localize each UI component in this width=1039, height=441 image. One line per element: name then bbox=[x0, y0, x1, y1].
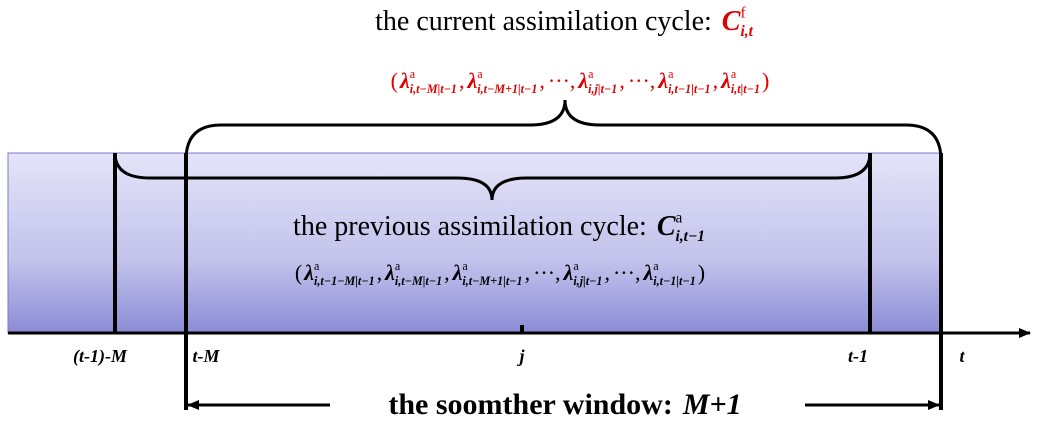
separator: , bbox=[713, 68, 719, 93]
separator: , bbox=[525, 260, 531, 285]
ellipsis: ··· bbox=[628, 68, 650, 93]
separator: , bbox=[539, 68, 545, 93]
paren: ( bbox=[295, 260, 302, 285]
axis-label: t bbox=[959, 346, 965, 366]
math-base: λ bbox=[720, 68, 731, 93]
math-base: C bbox=[722, 6, 741, 37]
window-band bbox=[7, 152, 941, 334]
axis-label: j bbox=[516, 346, 525, 366]
separator: , bbox=[444, 260, 450, 285]
separator: , bbox=[555, 260, 561, 285]
separator: , bbox=[650, 68, 656, 93]
math-sub: i,j|t−1 bbox=[573, 274, 602, 288]
math-sup: a bbox=[314, 259, 320, 273]
math-sup: a bbox=[573, 259, 579, 273]
math-base: λ bbox=[642, 260, 653, 285]
math-sub: i,t−1−M|t−1 bbox=[314, 274, 375, 288]
math-sub: i,t−M|t−1 bbox=[395, 274, 442, 288]
window-label: the soomther window: bbox=[388, 388, 672, 421]
math-sub: i,j|t−1 bbox=[588, 82, 617, 96]
math-sub: i,t|t−1 bbox=[731, 82, 760, 96]
paren: ) bbox=[762, 68, 769, 93]
axis-label: t-1 bbox=[848, 346, 868, 366]
math-sup: a bbox=[668, 67, 674, 81]
math-sup: a bbox=[676, 209, 683, 226]
brace-previous bbox=[113, 152, 872, 201]
cycle-label: the current assimilation cycle: bbox=[375, 6, 712, 37]
math-sup: a bbox=[410, 67, 416, 81]
math-base: λ bbox=[303, 260, 314, 285]
math-sub: i,t−1|t−1 bbox=[653, 274, 696, 288]
math-sup: a bbox=[731, 67, 737, 81]
paren: ( bbox=[391, 68, 398, 93]
separator: , bbox=[604, 260, 610, 285]
math-base: λ bbox=[577, 68, 588, 93]
math-sub: i,t bbox=[740, 23, 753, 40]
ellipsis: ··· bbox=[533, 260, 555, 285]
axis-label: t-M bbox=[193, 346, 221, 366]
math-sub: i,t−1|t−1 bbox=[668, 82, 711, 96]
ellipsis: ··· bbox=[613, 260, 635, 285]
math-base: λ bbox=[384, 260, 395, 285]
math-row: (λ ai,t−M|t−1, λ ai,t−M+1|t−1, ···, λ ai,j|t−1… bbox=[391, 67, 770, 96]
math-base: λ bbox=[466, 68, 477, 93]
math-base: λ bbox=[657, 68, 668, 93]
math-sup: a bbox=[395, 259, 401, 273]
math-base: C bbox=[657, 211, 676, 242]
math-sub: i,t−M|t−1 bbox=[410, 82, 457, 96]
math-row: (λ ai,t−1−M|t−1, λ ai,t−M|t−1, λ ai,t−M+1|t−1… bbox=[295, 259, 705, 288]
math-sub: i,t−M+1|t−1 bbox=[477, 82, 537, 96]
ellipsis: ··· bbox=[548, 68, 570, 93]
cycle-label: the previous assimilation cycle: bbox=[293, 211, 647, 242]
math-base: λ bbox=[452, 260, 463, 285]
axis-label: (t-1)-M bbox=[73, 346, 128, 367]
brace-current bbox=[184, 99, 943, 161]
window-text: the soomther window: M+1 bbox=[388, 388, 741, 421]
separator: , bbox=[459, 68, 465, 93]
math-sup: a bbox=[588, 67, 594, 81]
math-sub: i,t−M+1|t−1 bbox=[462, 274, 522, 288]
separator: , bbox=[619, 68, 625, 93]
separator: , bbox=[635, 260, 641, 285]
separator: , bbox=[377, 260, 383, 285]
math-base: λ bbox=[563, 260, 574, 285]
math-sup: f bbox=[740, 4, 746, 21]
math-sub: i,t−1 bbox=[676, 228, 705, 245]
math-sup: a bbox=[653, 259, 659, 273]
math-sup: a bbox=[462, 259, 468, 273]
window-size: M+1 bbox=[682, 388, 742, 421]
paren: ) bbox=[698, 260, 705, 285]
math-sup: a bbox=[477, 67, 483, 81]
separator: , bbox=[570, 68, 576, 93]
math-base: λ bbox=[399, 68, 410, 93]
